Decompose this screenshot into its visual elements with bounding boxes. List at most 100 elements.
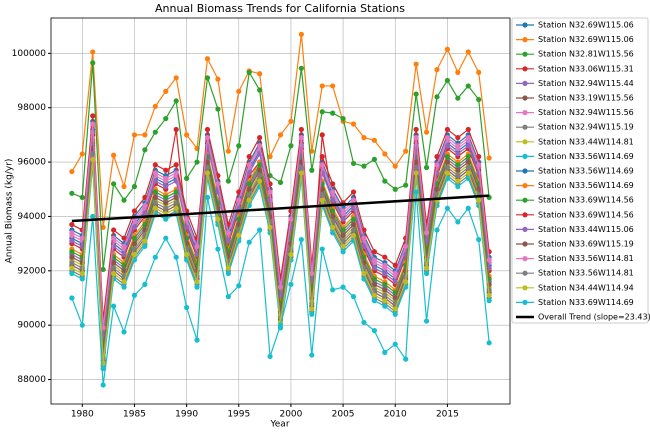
legend-label: Station N33.56W114.81 xyxy=(538,269,634,278)
legend-label: Station N33.69W115.19 xyxy=(538,240,634,249)
point xyxy=(319,132,325,138)
point xyxy=(371,249,377,255)
point xyxy=(236,232,242,239)
point xyxy=(330,224,336,230)
point xyxy=(69,190,75,196)
y-tick-label: 100000 xyxy=(12,49,47,59)
point xyxy=(340,243,346,249)
point xyxy=(330,287,336,293)
point xyxy=(257,143,263,149)
point xyxy=(403,279,409,285)
point xyxy=(319,192,325,198)
point xyxy=(110,235,117,241)
legend-marker xyxy=(522,80,528,86)
point xyxy=(225,265,231,271)
x-tick-label: 2010 xyxy=(384,410,407,420)
point xyxy=(382,270,388,277)
point xyxy=(142,132,148,138)
point xyxy=(465,143,471,149)
point xyxy=(246,170,252,176)
point xyxy=(309,270,315,277)
point xyxy=(173,189,179,195)
legend-label: Station N33.06W115.31 xyxy=(538,64,634,73)
legend-marker xyxy=(522,37,528,43)
point xyxy=(423,318,430,324)
legend-marker xyxy=(522,285,528,291)
point xyxy=(194,284,200,290)
point xyxy=(246,162,252,168)
point xyxy=(79,322,85,328)
x-tick-label: 1995 xyxy=(227,410,250,420)
point xyxy=(152,205,158,211)
point xyxy=(298,164,304,171)
x-tick-label: 2005 xyxy=(332,410,355,420)
point xyxy=(194,337,200,343)
point xyxy=(476,154,482,160)
point xyxy=(465,83,471,89)
point xyxy=(465,49,471,55)
point xyxy=(413,135,419,141)
point xyxy=(309,352,315,358)
point xyxy=(173,75,179,81)
point xyxy=(236,189,242,195)
point xyxy=(330,110,336,116)
point xyxy=(298,135,304,141)
point xyxy=(142,243,148,249)
point xyxy=(142,147,148,153)
point xyxy=(184,216,190,222)
point xyxy=(173,170,179,176)
point xyxy=(131,235,138,241)
point xyxy=(350,227,357,233)
point xyxy=(350,232,357,239)
legend-label: Station N32.94W115.19 xyxy=(538,123,634,132)
point xyxy=(69,221,75,228)
point xyxy=(152,129,158,135)
point xyxy=(371,281,377,287)
point xyxy=(288,281,294,287)
point xyxy=(246,192,252,198)
point xyxy=(184,132,190,138)
x-tick-label: 2015 xyxy=(436,410,459,420)
point xyxy=(455,135,461,141)
point xyxy=(361,235,367,241)
point xyxy=(319,162,325,168)
legend-marker xyxy=(522,226,528,232)
point xyxy=(184,251,190,258)
legend-marker xyxy=(522,183,528,189)
point xyxy=(142,281,148,287)
point xyxy=(236,88,242,94)
point xyxy=(131,251,138,258)
point xyxy=(142,211,148,217)
legend-marker xyxy=(522,256,528,262)
legend-label: Station N33.56W114.69 xyxy=(538,181,634,190)
point xyxy=(163,167,169,173)
point xyxy=(350,121,357,127)
point xyxy=(79,235,85,241)
point xyxy=(423,230,430,236)
point xyxy=(319,197,325,203)
legend-label: Station N33.56W114.69 xyxy=(538,152,634,161)
legend-marker xyxy=(522,241,528,247)
point xyxy=(350,216,357,222)
legend-label: Station N33.69W114.56 xyxy=(538,210,634,219)
point xyxy=(236,197,242,203)
point xyxy=(267,189,273,195)
point xyxy=(246,181,252,187)
point xyxy=(163,205,169,211)
point xyxy=(413,170,419,176)
point xyxy=(392,262,398,268)
point xyxy=(486,257,492,263)
point xyxy=(257,227,263,233)
point xyxy=(121,183,127,190)
point xyxy=(476,236,482,243)
point xyxy=(90,121,96,127)
point xyxy=(298,236,304,243)
point xyxy=(288,216,294,222)
point xyxy=(465,135,471,141)
point xyxy=(100,382,106,388)
point xyxy=(309,311,315,317)
point xyxy=(371,257,377,263)
point xyxy=(382,298,388,304)
point xyxy=(257,162,263,168)
point xyxy=(465,170,471,176)
